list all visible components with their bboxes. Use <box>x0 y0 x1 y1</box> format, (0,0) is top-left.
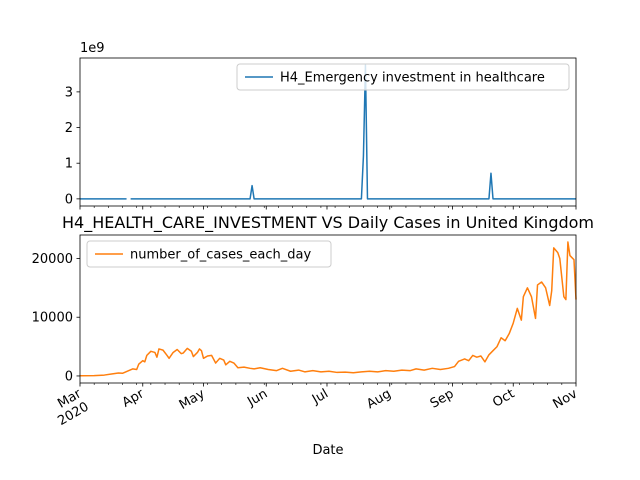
bottom-series-line <box>79 241 577 377</box>
top-panel: 0 1 2 3 1e9 H4_Emergency investment in heal… <box>65 41 577 210</box>
bottom-x-axis-label: Date <box>312 443 343 458</box>
top-offset-text: 1e9 <box>80 41 105 56</box>
top-series-line-segment <box>130 64 576 200</box>
top-axes-frame <box>79 57 577 207</box>
bottom-panel: H4_HEALTH_CARE_INVESTMENT VS Daily Cases… <box>32 213 594 458</box>
bottom-axes-frame <box>79 234 577 384</box>
bottom-legend-label: number_of_cases_each_day <box>130 248 311 263</box>
y-tick-label: 1 <box>65 157 73 172</box>
y-tick-label: 0 <box>65 192 73 207</box>
top-legend-label: H4_Emergency investment in healthcare <box>280 71 545 86</box>
top-y-axis: 0 1 2 3 <box>65 85 80 207</box>
top-legend: H4_Emergency investment in healthcare <box>236 63 570 91</box>
y-tick-label: 10000 <box>32 311 73 326</box>
bottom-chart-title: H4_HEALTH_CARE_INVESTMENT VS Daily Cases… <box>62 213 594 233</box>
y-tick-label: 3 <box>65 85 73 100</box>
top-series-lines <box>80 64 576 200</box>
top-legend-box <box>236 63 570 91</box>
y-tick-label: 0 <box>65 369 73 384</box>
bottom-legend-box <box>86 240 332 268</box>
y-tick-label: 2 <box>65 121 73 136</box>
y-tick-label: 20000 <box>32 252 73 267</box>
top-x-axis <box>79 206 577 210</box>
bottom-y-axis: 0 10000 20000 <box>32 252 80 384</box>
x-tick-label: Jul <box>309 386 331 407</box>
bottom-legend: number_of_cases_each_day <box>86 240 332 268</box>
bottom-series-lines <box>79 241 577 377</box>
